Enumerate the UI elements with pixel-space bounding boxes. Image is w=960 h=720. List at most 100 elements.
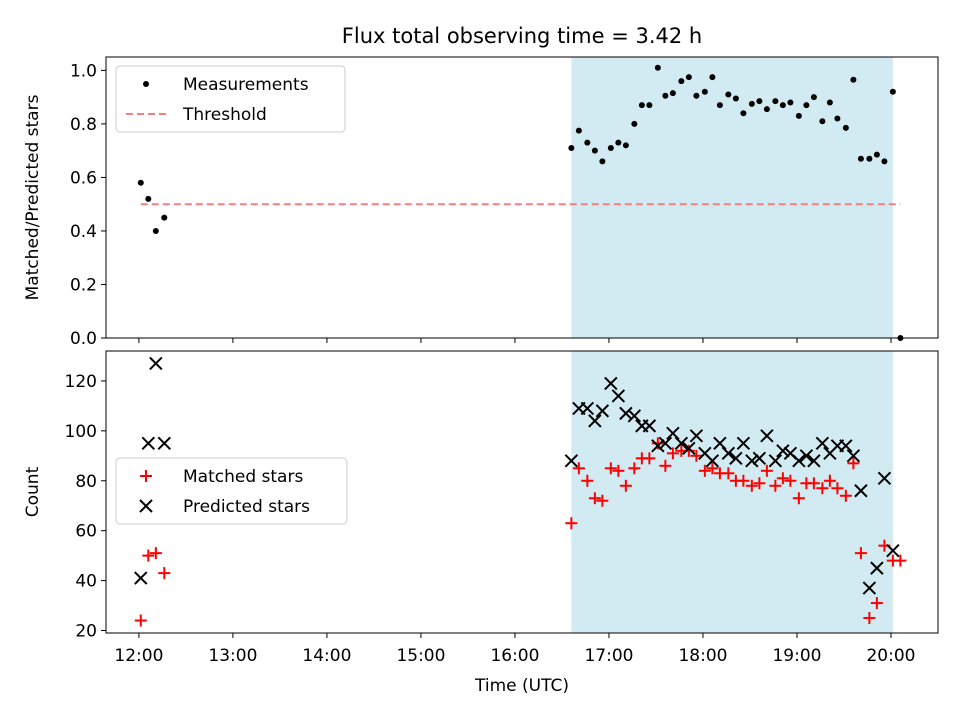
x-tick-label: 15:00 [396, 646, 445, 666]
matched-stars-point [722, 467, 735, 480]
y-tick-label: 0.0 [70, 329, 97, 349]
measurement-point [152, 227, 159, 234]
predicted-stars-point [799, 449, 814, 463]
measurement-point [842, 124, 849, 131]
measurement-point [599, 158, 606, 165]
matched-stars-point [666, 447, 679, 460]
measurement-point [881, 158, 888, 165]
measurement-point [866, 155, 873, 162]
x-tick-label: 17:00 [584, 646, 633, 666]
legend-measurement-swatch [143, 81, 149, 87]
measurement-point [161, 214, 168, 221]
matched-stars-point [588, 492, 601, 505]
predicted-stars-point [157, 436, 171, 451]
predicted-stars-point [666, 426, 680, 441]
predicted-stars-point [564, 454, 579, 468]
measurement-point [607, 144, 614, 151]
y-tick-label: 0.6 [70, 168, 97, 188]
legend-box [115, 457, 348, 525]
predicted-stars-point [721, 446, 736, 461]
top-legend: Measurements Threshold [115, 65, 346, 133]
y-tick-label: 60 [75, 522, 97, 542]
x-axis-label: Time (UTC) [474, 676, 569, 696]
predicted-stars-point [870, 561, 884, 575]
matched-stars-point [769, 479, 782, 492]
measurement-point [889, 88, 896, 95]
measurement-point [763, 106, 770, 113]
y-tick-label: 0.8 [70, 115, 97, 135]
legend-label: Predicted stars [183, 497, 310, 517]
bottom-plot-marks [134, 356, 907, 627]
measurement-point [756, 98, 763, 105]
y-tick-label: 0.4 [70, 222, 97, 242]
predicted-stars-point [862, 581, 877, 595]
predicted-stars-point [149, 356, 163, 371]
matched-stars-point [690, 449, 703, 462]
matched-stars-point [870, 597, 883, 610]
top-y-axis-label: Matched/Predicted stars [23, 94, 43, 300]
predicted-stars-point [642, 419, 657, 433]
legend-matched-swatch [140, 470, 152, 482]
matched-stars-point [604, 462, 617, 475]
predicted-stars-point [792, 454, 806, 468]
matched-stars-point [596, 494, 609, 507]
predicted-stars-point [736, 436, 751, 451]
measurement-point [622, 142, 629, 149]
measurement-point [701, 88, 708, 95]
observing-window-shade-top [571, 57, 893, 338]
legend-label: Measurements [183, 75, 309, 95]
top-panel: 0.0 0.2 0.4 0.6 0.8 1.0 Matched/Predicted sta… [23, 56, 939, 349]
measurement-point [795, 112, 802, 119]
predicted-stars-point [134, 571, 148, 585]
y-tick-label: 0.2 [70, 275, 97, 295]
matched-stars-point [659, 459, 672, 472]
measurement-point [646, 102, 653, 109]
predicted-stars-point [705, 454, 720, 468]
predicted-stars-point [752, 451, 767, 466]
measurement-point [740, 110, 747, 117]
matched-stars-point [745, 479, 758, 492]
matched-stars-point [776, 472, 789, 485]
y-tick-label: 80 [75, 472, 97, 492]
matched-stars-point [134, 614, 147, 627]
y-tick-label: 40 [75, 572, 97, 592]
measurement-point [638, 102, 645, 109]
predicted-stars-point [658, 436, 673, 451]
matched-stars-point [894, 554, 907, 567]
legend-label: Threshold [182, 105, 267, 125]
predicted-stars-point [729, 451, 743, 466]
bottom-legend: Matched stars Predicted stars [115, 457, 348, 525]
top-x-ticks [138, 338, 892, 343]
measurement-point [615, 139, 622, 146]
predicted-stars-point [776, 444, 790, 458]
matched-stars-point [847, 457, 860, 470]
matched-stars-point [619, 479, 632, 492]
bottom-y-axis-label: Count [23, 466, 43, 517]
top-axes-frame [105, 56, 939, 339]
predicted-stars-point [651, 439, 665, 453]
legend-box [115, 65, 346, 133]
measurement-point [826, 99, 833, 106]
matched-stars-point [142, 549, 155, 562]
measurement-point [772, 98, 779, 105]
predicted-stars-point [760, 429, 774, 443]
matched-stars-point [823, 474, 836, 487]
matched-stars-point [682, 444, 695, 457]
matched-stars-point [572, 462, 585, 475]
measurement-point [787, 99, 794, 106]
matched-stars-point [149, 547, 162, 560]
predicted-stars-point [768, 454, 783, 468]
legend-predicted-swatch [139, 499, 153, 513]
matched-stars-point [807, 477, 820, 490]
legend-label: Matched stars [183, 467, 303, 487]
matched-stars-point [643, 452, 656, 465]
measurement-point [725, 91, 732, 98]
matched-stars-point [760, 464, 773, 477]
x-tick-label: 14:00 [302, 646, 351, 666]
matched-stars-point [863, 612, 876, 625]
x-tick-label: 18:00 [678, 646, 727, 666]
bottom-x-ticks: 12:00 13:00 14:00 15:00 16:00 17:00 18:00 19:00… [114, 633, 915, 666]
measurement-point [584, 139, 591, 146]
measurement-point [145, 195, 152, 202]
